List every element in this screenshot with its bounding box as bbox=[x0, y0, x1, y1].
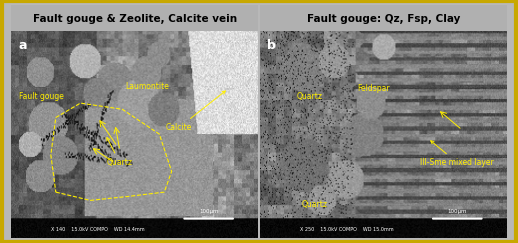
Text: b: b bbox=[267, 39, 276, 52]
Text: Quartz: Quartz bbox=[296, 92, 322, 101]
Text: Feldspar: Feldspar bbox=[357, 84, 390, 93]
Text: X 140    15.0kV COMPO    WD 14.4mm: X 140 15.0kV COMPO WD 14.4mm bbox=[51, 227, 145, 232]
Text: Fault gouge & Zeolite, Calcite vein: Fault gouge & Zeolite, Calcite vein bbox=[33, 14, 237, 24]
Text: a: a bbox=[19, 39, 27, 52]
Text: Ill-Sme mixed layer: Ill-Sme mixed layer bbox=[421, 141, 494, 167]
Text: Calcite: Calcite bbox=[166, 91, 225, 132]
Text: Quartz: Quartz bbox=[301, 200, 327, 209]
Text: Fault gouge: Fault gouge bbox=[19, 92, 63, 101]
Text: X 250    15.0kV COMPO    WD 15.0mm: X 250 15.0kV COMPO WD 15.0mm bbox=[299, 227, 393, 232]
Text: Laumontite: Laumontite bbox=[125, 82, 169, 91]
Text: Fault gouge: Qz, Fsp, Clay: Fault gouge: Qz, Fsp, Clay bbox=[307, 14, 460, 24]
Text: Quartz: Quartz bbox=[107, 138, 133, 167]
Text: 100μm: 100μm bbox=[199, 209, 219, 214]
Text: 100μm: 100μm bbox=[448, 209, 467, 214]
